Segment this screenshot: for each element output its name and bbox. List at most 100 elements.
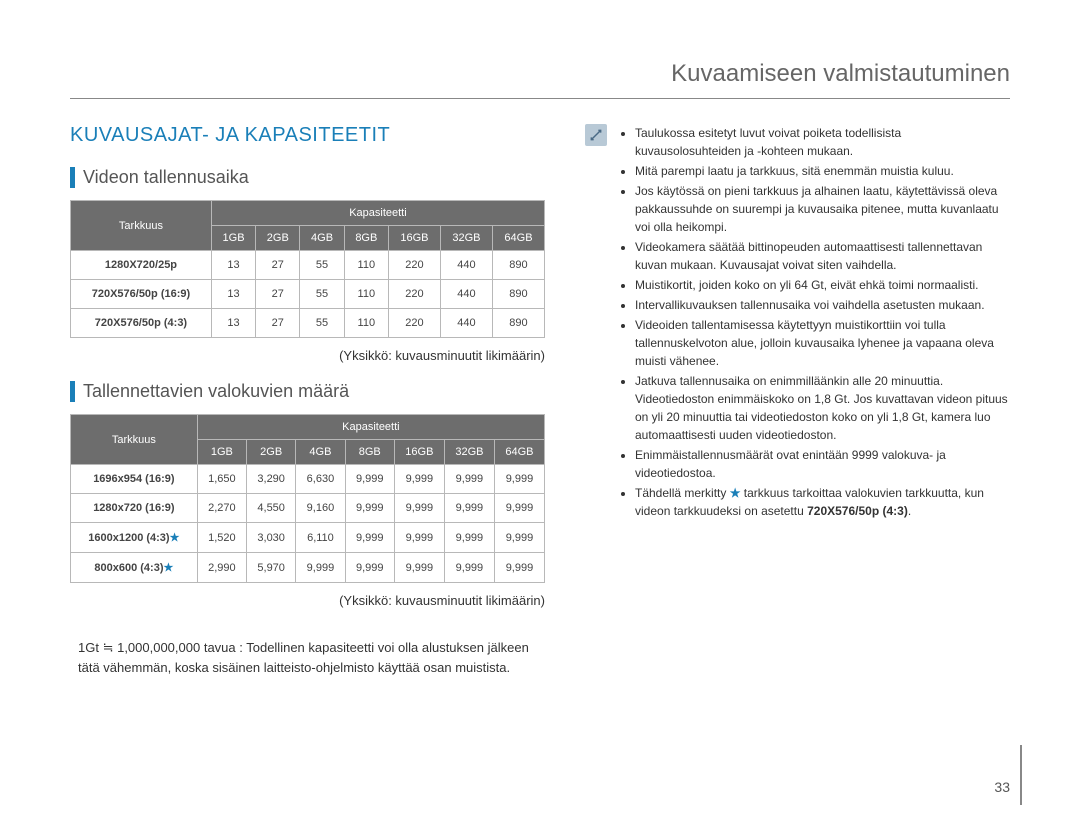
page-number: 33 xyxy=(994,779,1010,795)
capacity-footnote: 1Gt ≒ 1,000,000,000 tavua : Todellinen k… xyxy=(70,638,545,677)
star-icon: ★ xyxy=(170,532,180,544)
table-row: 720X576/50p (4:3)132755110220440890 xyxy=(71,309,545,338)
col-tarkkuus: Tarkkuus xyxy=(71,201,212,251)
col-kapasiteetti: Kapasiteetti xyxy=(211,201,544,226)
cell: 890 xyxy=(492,251,544,280)
star-icon: ★ xyxy=(163,562,173,574)
main-heading: KUVAUSAJAT- JA KAPASITEETIT xyxy=(70,124,545,147)
capacity-col: 2GB xyxy=(247,440,296,465)
cell: 6,110 xyxy=(296,523,345,553)
section1-unit-note: (Yksikkö: kuvausminuutit likimäärin) xyxy=(70,348,545,363)
cell: 55 xyxy=(300,251,344,280)
table-row: 720X576/50p (16:9)132755110220440890 xyxy=(71,280,545,309)
note-bullet: Intervallikuvauksen tallennusaika voi va… xyxy=(635,296,1010,314)
table-row: 800x600 (4:3)★2,9905,9709,9999,9999,9999… xyxy=(71,553,545,583)
capacity-col: 64GB xyxy=(492,226,544,251)
note-bullet: Muistikortit, joiden koko on yli 64 Gt, … xyxy=(635,276,1010,294)
cell: 6,630 xyxy=(296,465,345,494)
cell: 220 xyxy=(388,309,440,338)
note-bullet: Videoiden tallentamisessa käytettyyn mui… xyxy=(635,316,1010,370)
right-column: Taulukossa esitetyt luvut voivat poiketa… xyxy=(585,124,1010,677)
cell: 9,999 xyxy=(345,553,394,583)
cell: 9,999 xyxy=(394,465,444,494)
cell: 3,030 xyxy=(247,523,296,553)
section2-unit-note: (Yksikkö: kuvausminuutit likimäärin) xyxy=(70,593,545,608)
cell: 220 xyxy=(388,251,440,280)
cell: 440 xyxy=(440,251,492,280)
row-label: 1280X720/25p xyxy=(71,251,212,280)
section1-title: Videon tallennusaika xyxy=(70,167,545,188)
content-columns: KUVAUSAJAT- JA KAPASITEETIT Videon talle… xyxy=(70,124,1010,677)
capacity-col: 64GB xyxy=(494,440,544,465)
col-tarkkuus: Tarkkuus xyxy=(71,415,198,465)
capacity-col: 1GB xyxy=(211,226,255,251)
cell: 110 xyxy=(344,251,388,280)
note-bullet: Mitä parempi laatu ja tarkkuus, sitä ene… xyxy=(635,162,1010,180)
cell: 9,999 xyxy=(296,553,345,583)
cell: 9,999 xyxy=(345,465,394,494)
video-recording-time-table: Tarkkuus Kapasiteetti 1GB2GB4GB8GB16GB32… xyxy=(70,200,545,338)
cell: 110 xyxy=(344,280,388,309)
cell: 9,999 xyxy=(494,494,544,523)
cell: 3,290 xyxy=(247,465,296,494)
row-label: 1696x954 (16:9) xyxy=(71,465,198,494)
capacity-col: 16GB xyxy=(394,440,444,465)
cell: 9,999 xyxy=(444,465,494,494)
photo-count-table: Tarkkuus Kapasiteetti 1GB2GB4GB8GB16GB32… xyxy=(70,414,545,583)
row-label: 720X576/50p (16:9) xyxy=(71,280,212,309)
capacity-col: 4GB xyxy=(300,226,344,251)
cell: 9,160 xyxy=(296,494,345,523)
cell: 220 xyxy=(388,280,440,309)
capacity-col: 8GB xyxy=(345,440,394,465)
note-bullet: Tähdellä merkitty ★ tarkkuus tarkoittaa … xyxy=(635,484,1010,520)
cell: 1,650 xyxy=(197,465,246,494)
cell: 27 xyxy=(256,280,300,309)
cell: 55 xyxy=(300,280,344,309)
cell: 1,520 xyxy=(197,523,246,553)
capacity-col: 32GB xyxy=(440,226,492,251)
star-icon: ★ xyxy=(730,486,741,500)
left-column: KUVAUSAJAT- JA KAPASITEETIT Videon talle… xyxy=(70,124,545,677)
note-block: Taulukossa esitetyt luvut voivat poiketa… xyxy=(585,124,1010,522)
cell: 9,999 xyxy=(444,494,494,523)
cell: 13 xyxy=(211,280,255,309)
cell: 9,999 xyxy=(494,465,544,494)
table-row: 1280X720/25p132755110220440890 xyxy=(71,251,545,280)
table-row: 1280x720 (16:9)2,2704,5509,1609,9999,999… xyxy=(71,494,545,523)
cell: 9,999 xyxy=(444,523,494,553)
cell: 440 xyxy=(440,280,492,309)
capacity-col: 16GB xyxy=(388,226,440,251)
capacity-col: 32GB xyxy=(444,440,494,465)
cell: 13 xyxy=(211,251,255,280)
cell: 9,999 xyxy=(444,553,494,583)
note-bullet: Jatkuva tallennusaika on enimmilläänkin … xyxy=(635,372,1010,444)
capacity-col: 4GB xyxy=(296,440,345,465)
cell: 13 xyxy=(211,309,255,338)
note-bullet: Videokamera säätää bittinopeuden automaa… xyxy=(635,238,1010,274)
cell: 440 xyxy=(440,309,492,338)
col-kapasiteetti: Kapasiteetti xyxy=(197,415,544,440)
capacity-col: 8GB xyxy=(344,226,388,251)
note-bullet: Enimmäistallennusmäärät ovat enintään 99… xyxy=(635,446,1010,482)
row-label: 1280x720 (16:9) xyxy=(71,494,198,523)
cell: 27 xyxy=(256,309,300,338)
note-bullet: Taulukossa esitetyt luvut voivat poiketa… xyxy=(635,124,1010,160)
section2-title: Tallennettavien valokuvien määrä xyxy=(70,381,545,402)
bold-resolution: 720X576/50p (4:3) xyxy=(807,504,908,518)
cell: 27 xyxy=(256,251,300,280)
cell: 9,999 xyxy=(394,523,444,553)
cell: 9,999 xyxy=(345,494,394,523)
cell: 2,990 xyxy=(197,553,246,583)
cell: 110 xyxy=(344,309,388,338)
page-header-title: Kuvaamiseen valmistautuminen xyxy=(70,60,1010,99)
note-bullet: Jos käytössä on pieni tarkkuus ja alhain… xyxy=(635,182,1010,236)
cell: 55 xyxy=(300,309,344,338)
cell: 9,999 xyxy=(394,494,444,523)
note-icon xyxy=(585,124,607,146)
row-label: 800x600 (4:3)★ xyxy=(71,553,198,583)
cell: 4,550 xyxy=(247,494,296,523)
cell: 2,270 xyxy=(197,494,246,523)
capacity-col: 1GB xyxy=(197,440,246,465)
cell: 9,999 xyxy=(345,523,394,553)
cell: 890 xyxy=(492,309,544,338)
